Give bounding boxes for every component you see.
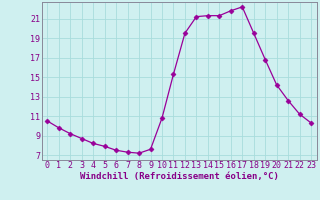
X-axis label: Windchill (Refroidissement éolien,°C): Windchill (Refroidissement éolien,°C): [80, 172, 279, 181]
